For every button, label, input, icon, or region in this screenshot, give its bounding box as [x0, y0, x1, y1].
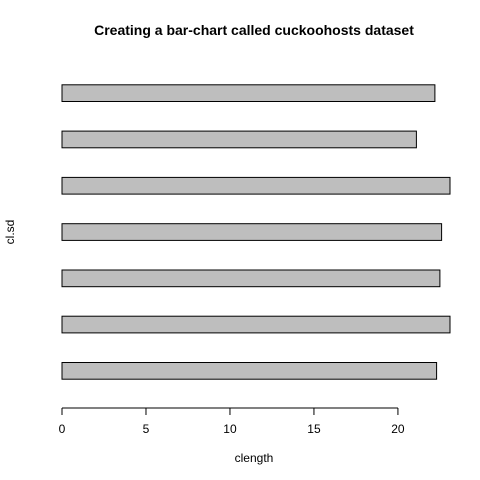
x-tick-label: 0: [59, 422, 66, 436]
bar: [61, 269, 441, 288]
bar: [61, 176, 451, 195]
bar: [61, 362, 438, 380]
bar: [61, 223, 443, 241]
x-tick-label: 5: [143, 422, 150, 436]
x-tick-label: 15: [307, 422, 321, 436]
x-tick-label: 20: [391, 422, 405, 436]
x-axis: 0 5 10 15 20: [59, 407, 405, 436]
x-axis-label: clength: [235, 451, 274, 465]
bar: [61, 84, 436, 103]
chart-title: Creating a bar-chart called cuckoohosts …: [94, 22, 414, 38]
x-tick-label: 10: [223, 422, 237, 436]
bar: [61, 315, 451, 334]
bars-group: [61, 84, 451, 380]
bar: [61, 130, 417, 149]
y-axis-label: cl.sd: [3, 220, 17, 245]
